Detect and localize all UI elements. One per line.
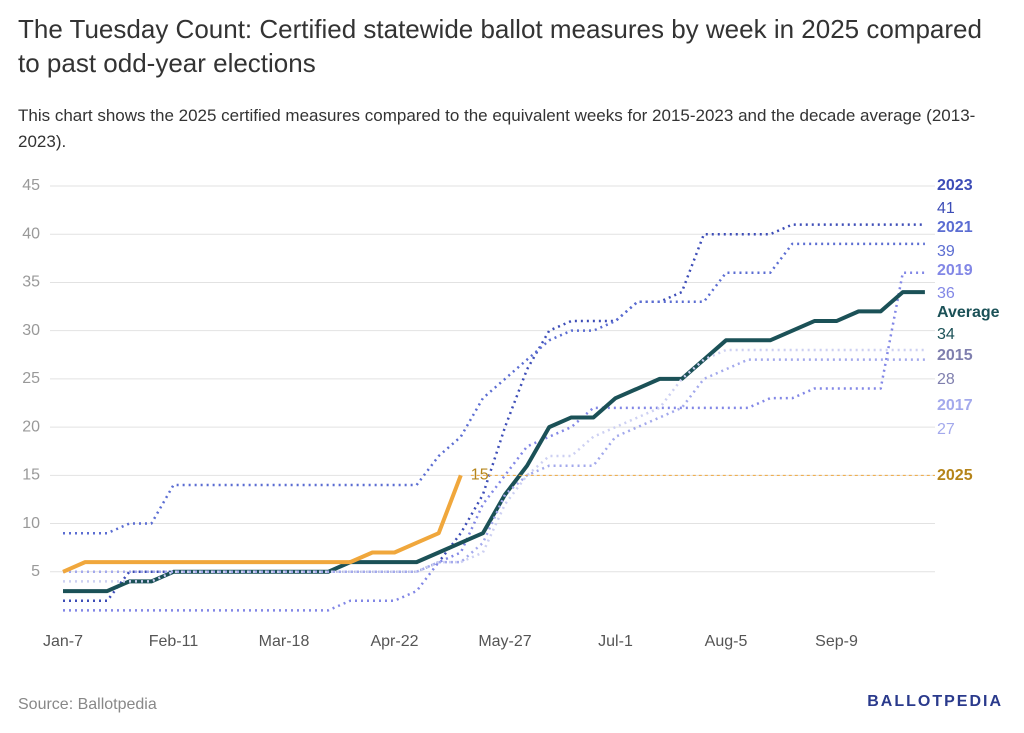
chart-subtitle: This chart shows the 2025 certified meas… bbox=[18, 106, 976, 151]
x-tick-label: Apr-22 bbox=[370, 633, 418, 650]
x-tick-label: Mar-18 bbox=[259, 633, 310, 650]
series-line bbox=[63, 271, 925, 612]
y-tick-label: 45 bbox=[22, 177, 40, 194]
end-value-label: 39 bbox=[937, 243, 955, 260]
y-tick-label: 30 bbox=[22, 322, 40, 339]
legend-label: 2021 bbox=[937, 219, 973, 236]
legend-label: Average bbox=[937, 304, 1000, 321]
end-value-label: 36 bbox=[937, 285, 955, 302]
y-tick-label: 15 bbox=[22, 467, 40, 484]
end-value-label: 34 bbox=[937, 326, 955, 343]
y-tick-label: 35 bbox=[22, 274, 40, 291]
series-line bbox=[63, 223, 925, 602]
legend-label: 2019 bbox=[937, 262, 973, 279]
x-tick-label: Jul-1 bbox=[598, 633, 633, 650]
series-line bbox=[63, 242, 925, 535]
series-line bbox=[63, 348, 925, 583]
logo: BALLOTPEDIA bbox=[867, 693, 1003, 710]
legend-label: 2025 bbox=[937, 467, 973, 484]
source: Source: Ballotpedia bbox=[18, 696, 157, 713]
y-tick-label: 40 bbox=[22, 225, 40, 242]
x-tick-label: Sep-9 bbox=[815, 633, 858, 650]
x-tick-label: Aug-5 bbox=[705, 633, 748, 650]
y-tick-label: 25 bbox=[22, 370, 40, 387]
y-tick-label: 5 bbox=[31, 563, 40, 580]
end-value-label: 28 bbox=[937, 371, 955, 388]
end-value-label: 41 bbox=[937, 200, 955, 217]
y-tick-label: 10 bbox=[22, 515, 40, 532]
series-line bbox=[63, 290, 925, 594]
legend-label: 2015 bbox=[937, 347, 973, 364]
x-tick-label: Jan-7 bbox=[43, 633, 83, 650]
y-tick-label: 20 bbox=[22, 418, 40, 435]
series-line bbox=[63, 358, 925, 574]
end-value-label: 15 bbox=[471, 467, 489, 484]
legend-label: 2023 bbox=[937, 177, 973, 194]
x-tick-label: Feb-11 bbox=[149, 633, 199, 650]
x-tick-label: May-27 bbox=[478, 633, 531, 650]
chart-title: The Tuesday Count: Certified statewide b… bbox=[18, 14, 982, 78]
legend-label: 2017 bbox=[937, 397, 973, 414]
end-value-label: 27 bbox=[937, 421, 955, 438]
series-line bbox=[62, 474, 463, 574]
